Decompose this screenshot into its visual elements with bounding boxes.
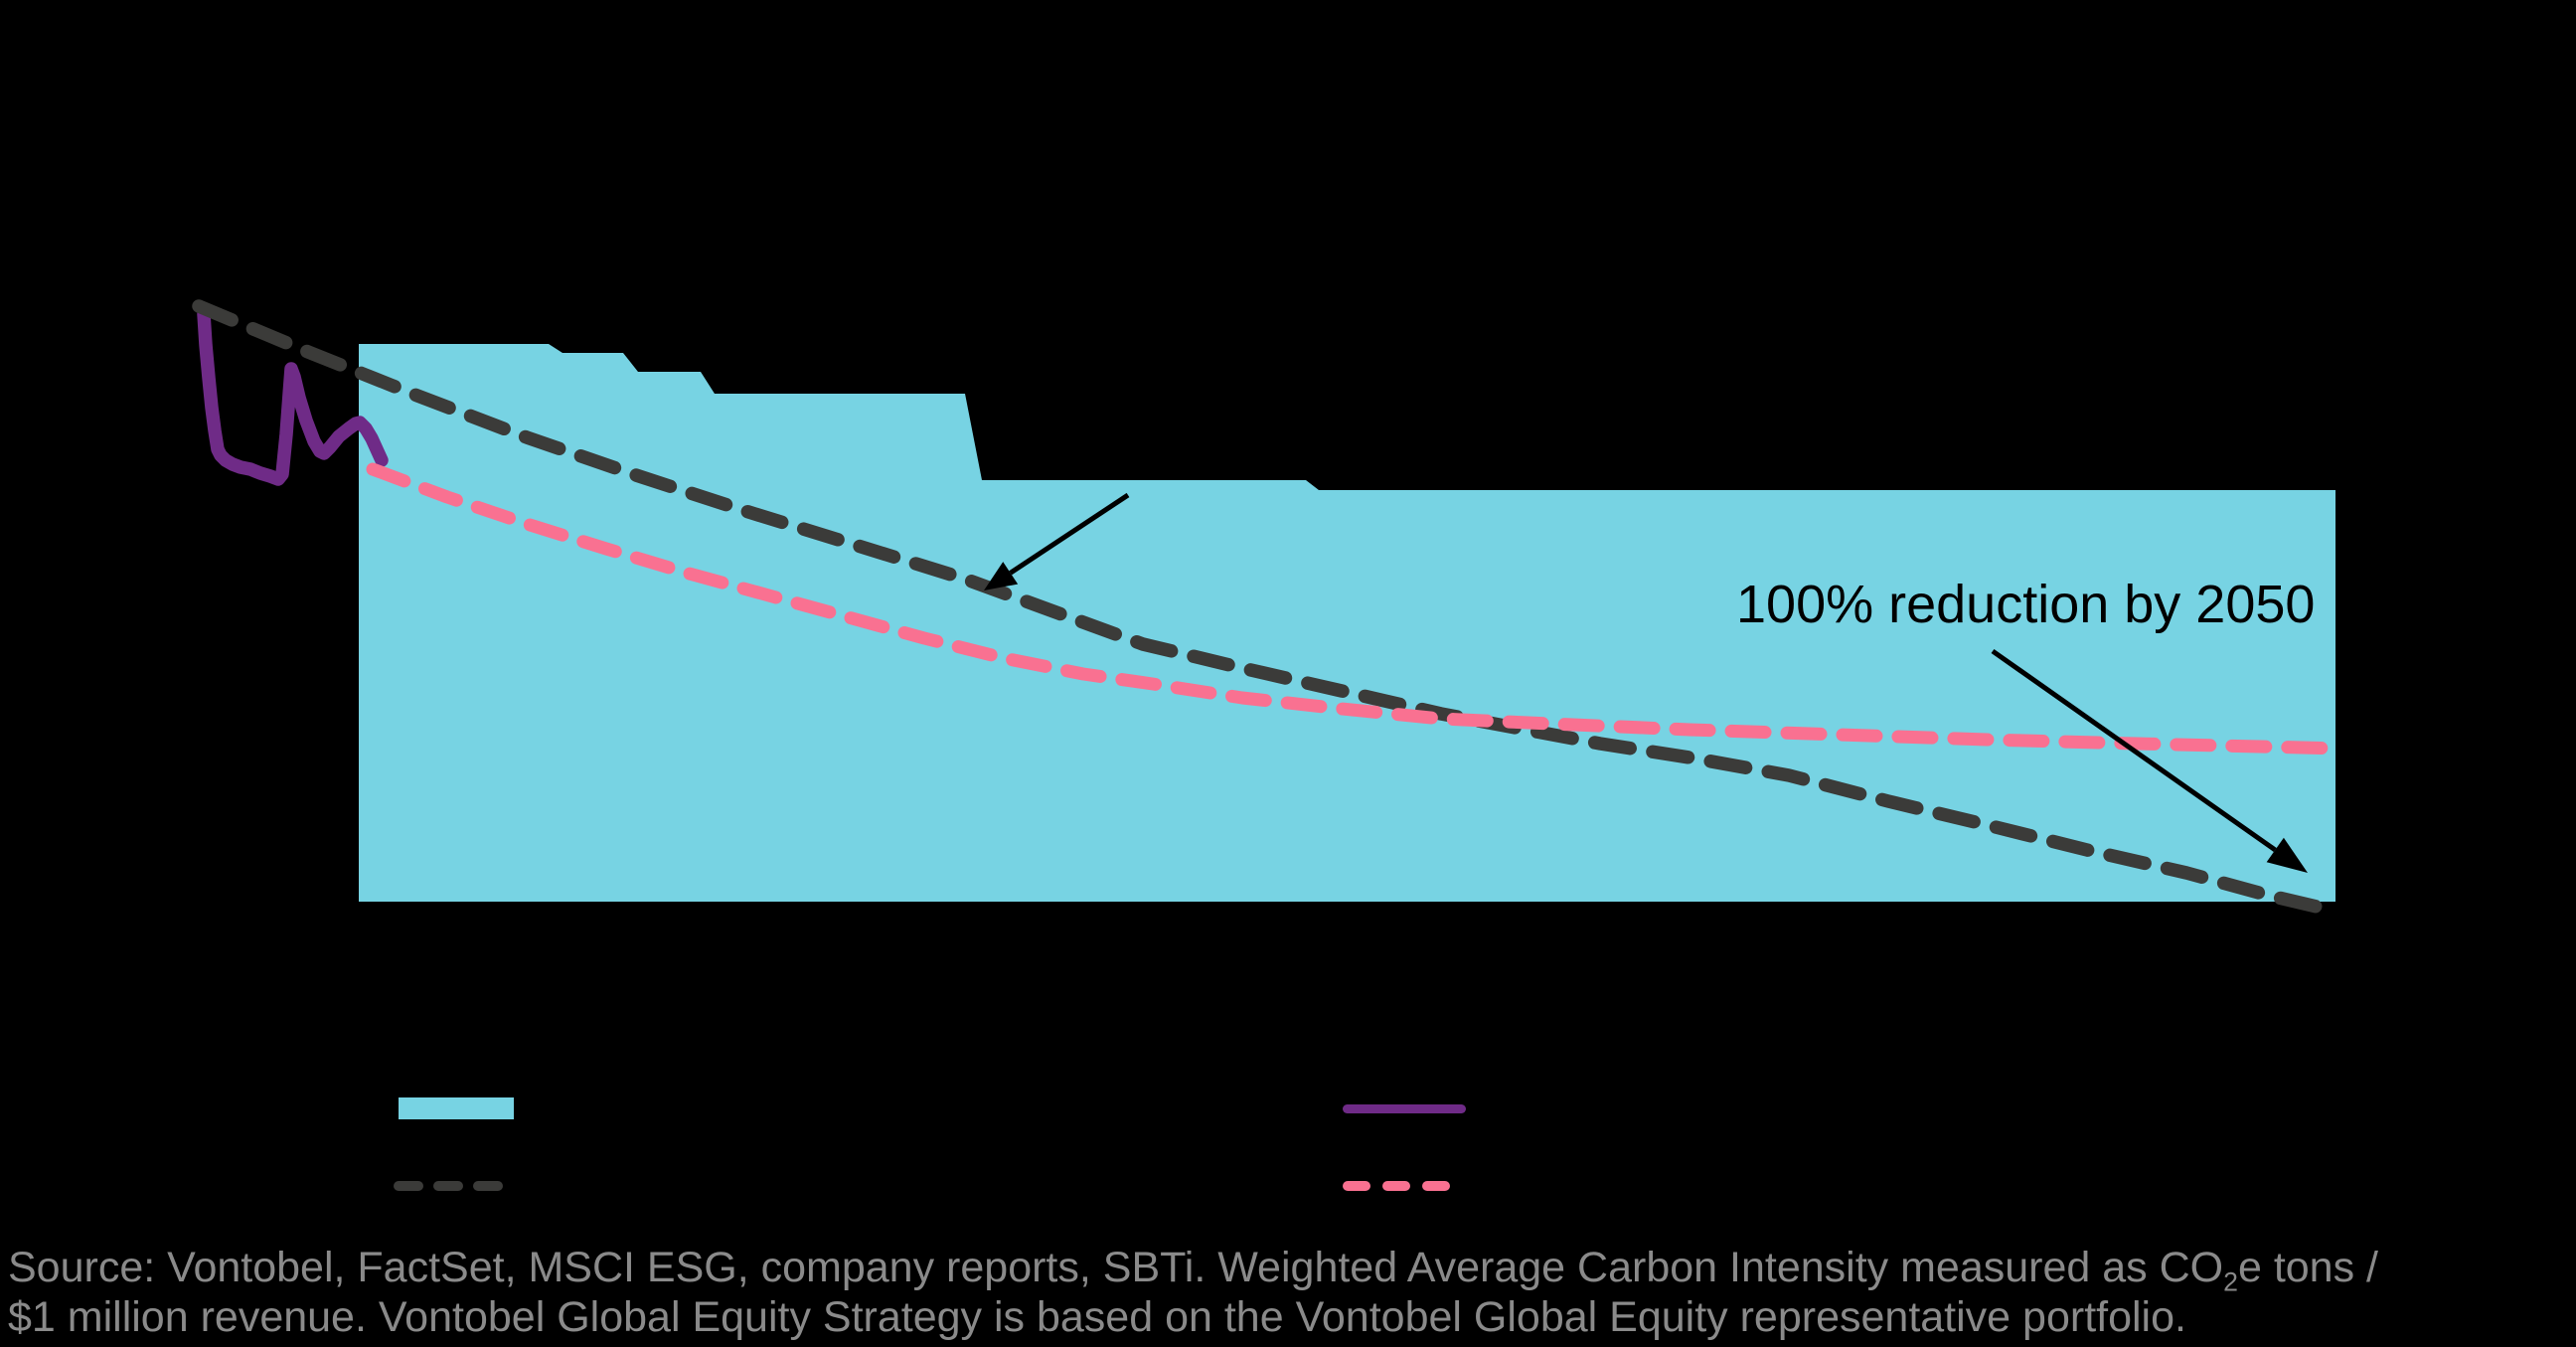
source-line-1: Source: Vontobel, FactSet, MSCI ESG, com… <box>8 1243 2552 1295</box>
source-line1-text: Source: Vontobel, FactSet, MSCI ESG, com… <box>8 1244 2224 1291</box>
annotation-arrow-2-shaft <box>1991 648 2277 853</box>
annotation-arrow-1-head <box>984 562 1019 590</box>
annotation-arrow-2-head <box>2266 837 2308 873</box>
dark-dashed-reduction-path <box>192 299 2340 918</box>
annotation-arrow-1-shaft <box>1009 492 1130 576</box>
source-note: Source: Vontobel, FactSet, MSCI ESG, com… <box>8 1243 2552 1342</box>
annotation-100-percent-reduction: 100% reduction by 2050 <box>1736 575 2316 634</box>
projection-band-area <box>359 344 2335 902</box>
source-line1-tail: e tons / <box>2237 1244 2378 1291</box>
pink-dashed-committed-path <box>366 462 2348 756</box>
co2-subscript: 2 <box>2223 1266 2238 1297</box>
source-line-2: $1 million revenue. Vontobel Global Equi… <box>8 1293 2186 1341</box>
solid-purple-actual-line <box>197 307 389 486</box>
